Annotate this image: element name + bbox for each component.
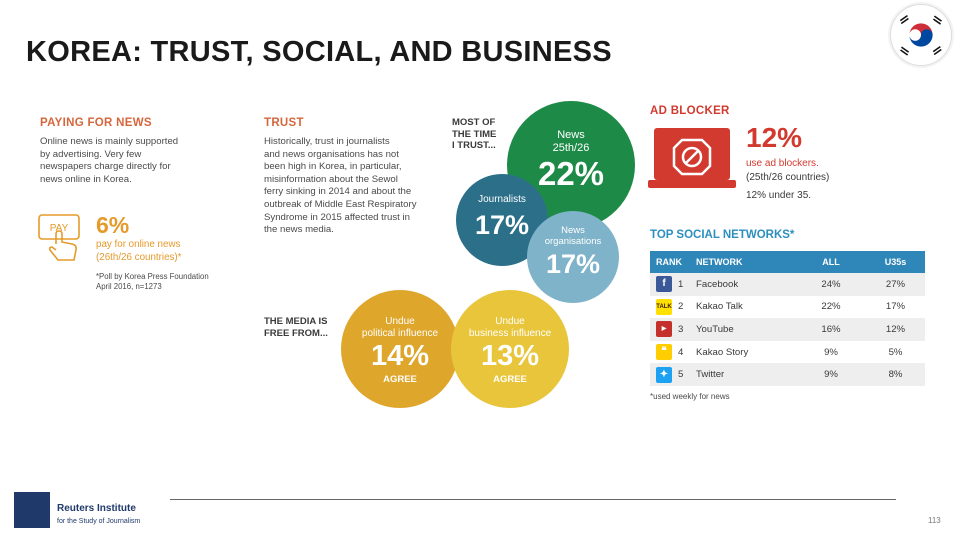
ad-blocker-heading: AD BLOCKER	[650, 105, 730, 117]
media-free-lead: THE MEDIA IS FREE FROM...	[264, 316, 328, 339]
political-influence-label: Undue political influence	[361, 316, 439, 339]
business-influence-value: 13%	[480, 340, 540, 372]
news-trust-value: 22%	[537, 155, 605, 192]
paying-heading: PAYING FOR NEWS	[40, 117, 152, 129]
news-orgs-trust-label: News organisations	[544, 225, 602, 247]
korea-flag-icon	[890, 4, 952, 66]
table-row: TALK 2 Kakao Talk 22% 17%	[650, 296, 925, 319]
networks-footnote: *used weekly for news	[650, 392, 730, 401]
business-influence-bubble: Undue business influence 13% AGREE	[451, 290, 569, 408]
political-influence-bubble: Undue political influence 14% AGREE	[341, 290, 459, 408]
political-influence-value: 14%	[370, 340, 430, 372]
ad-blocker-stat: 12%	[746, 122, 803, 153]
news-orgs-trust-bubble: News organisations 17%	[527, 211, 619, 303]
networks-header-row: RANK NETWORK ALL U35s	[650, 251, 925, 273]
table-row: ▶ 3 YouTube 16% 12%	[650, 318, 925, 341]
oxford-logo-icon	[14, 492, 50, 528]
footer-divider	[170, 499, 896, 500]
org-name: Reuters Institute	[57, 503, 136, 514]
political-agree-label: AGREE	[383, 374, 417, 385]
networks-heading: TOP SOCIAL NETWORKS*	[650, 229, 795, 241]
pay-icon-label: PAY	[50, 223, 69, 234]
youtube-icon: ▶	[656, 321, 672, 338]
facebook-icon: f	[656, 276, 672, 293]
table-row: ❝ 4 Kakao Story 9% 5%	[650, 341, 925, 364]
news-trust-label: News 25th/26	[552, 129, 590, 154]
news-orgs-trust-value: 17%	[545, 249, 601, 279]
pay-stat: 6%	[96, 212, 130, 238]
trust-lead: MOST OF THE TIME I TRUST...	[452, 117, 497, 151]
laptop-ad-block-icon	[648, 128, 736, 188]
ad-blocker-line1: use ad blockers.	[746, 158, 819, 169]
trust-heading: TRUST	[264, 117, 304, 129]
poll-note: *Poll by Korea Press Foundation April 20…	[96, 272, 209, 291]
paying-body: Online news is mainly supported by adver…	[40, 136, 179, 185]
ad-blocker-line2: (25th/26 countries)	[746, 172, 830, 183]
business-agree-label: AGREE	[493, 374, 527, 385]
page-number: 113	[928, 516, 941, 525]
col-network: NETWORK	[696, 257, 743, 267]
pay-stat-text: pay for online news (26th/26 countries)*	[96, 239, 182, 263]
journalists-trust-label: Journalists	[478, 194, 526, 205]
pay-hand-icon: PAY	[38, 214, 80, 261]
table-row: ✦ 5 Twitter 9% 8%	[650, 363, 925, 386]
ad-blocker-line3: 12% under 35.	[746, 190, 812, 201]
journalists-trust-value: 17%	[474, 210, 530, 240]
trust-body: Historically, trust in journalists and n…	[264, 136, 417, 236]
org-subtitle: for the Study of Journalism	[57, 518, 141, 525]
col-all: ALL	[822, 257, 840, 267]
col-rank: RANK	[656, 257, 682, 267]
kakao-story-icon: ❝	[656, 344, 672, 361]
page-title: KOREA: TRUST, SOCIAL, AND BUSINESS	[26, 36, 612, 68]
col-u35: U35s	[884, 257, 907, 267]
business-influence-label: Undue business influence	[468, 316, 552, 339]
twitter-icon: ✦	[656, 366, 672, 383]
kakao-talk-icon: TALK	[656, 298, 672, 315]
